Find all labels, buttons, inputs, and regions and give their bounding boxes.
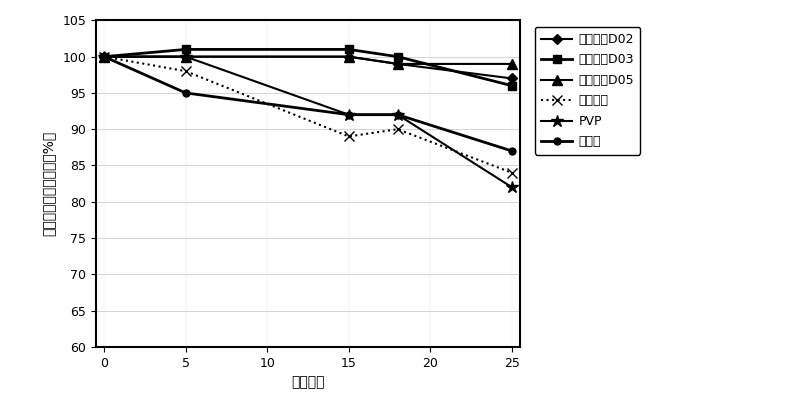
利匹德尔D02 [393,62,402,67]
Line: 利匹德尔D03: 利匹德尔D03 [100,45,516,90]
PVP [181,54,190,59]
X-axis label: 经过天数: 经过天数 [291,375,325,389]
PVP [344,112,354,117]
葡聚糖 [181,91,190,95]
葡聚糖 [507,149,517,153]
利匹德尔D05 [507,62,517,67]
利匹德尔D02 [344,54,354,59]
Line: 支链淠粉: 支链淠粉 [99,52,517,177]
PVP [507,185,517,190]
PVP [99,54,109,59]
葡聚糖 [344,112,354,117]
Legend: 利匹德尔D02, 利匹德尔D03, 利匹德尔D05, 支链淠粉, PVP, 葡聚糖: 利匹德尔D02, 利匹德尔D03, 利匹德尔D05, 支链淠粉, PVP, 葡聚… [534,27,640,155]
利匹德尔D05 [181,54,190,59]
利匹德尔D05 [344,54,354,59]
葡聚糖 [393,112,402,117]
利匹德尔D03 [393,54,402,59]
Line: 葡聚糖: 葡聚糖 [101,53,515,155]
支链淠粉 [507,170,517,175]
利匹德尔D02 [99,54,109,59]
利匹德尔D05 [99,54,109,59]
支链淠粉 [181,69,190,73]
利匹德尔D03 [181,47,190,52]
支链淠粉 [393,127,402,132]
Line: 利匹德尔D05: 利匹德尔D05 [99,52,517,69]
Line: PVP: PVP [98,51,518,193]
葡聚糖 [99,54,109,59]
利匹德尔D05 [393,62,402,67]
利匹德尔D03 [99,54,109,59]
Y-axis label: 相对于初始值的变化（%）: 相对于初始值的变化（%） [42,131,55,236]
利匹德尔D02 [181,54,190,59]
Line: 利匹德尔D02: 利匹德尔D02 [101,53,515,82]
支链淠粉 [344,134,354,139]
支链淠粉 [99,54,109,59]
利匹德尔D03 [507,83,517,88]
利匹德尔D03 [344,47,354,52]
利匹德尔D02 [507,76,517,81]
PVP [393,112,402,117]
